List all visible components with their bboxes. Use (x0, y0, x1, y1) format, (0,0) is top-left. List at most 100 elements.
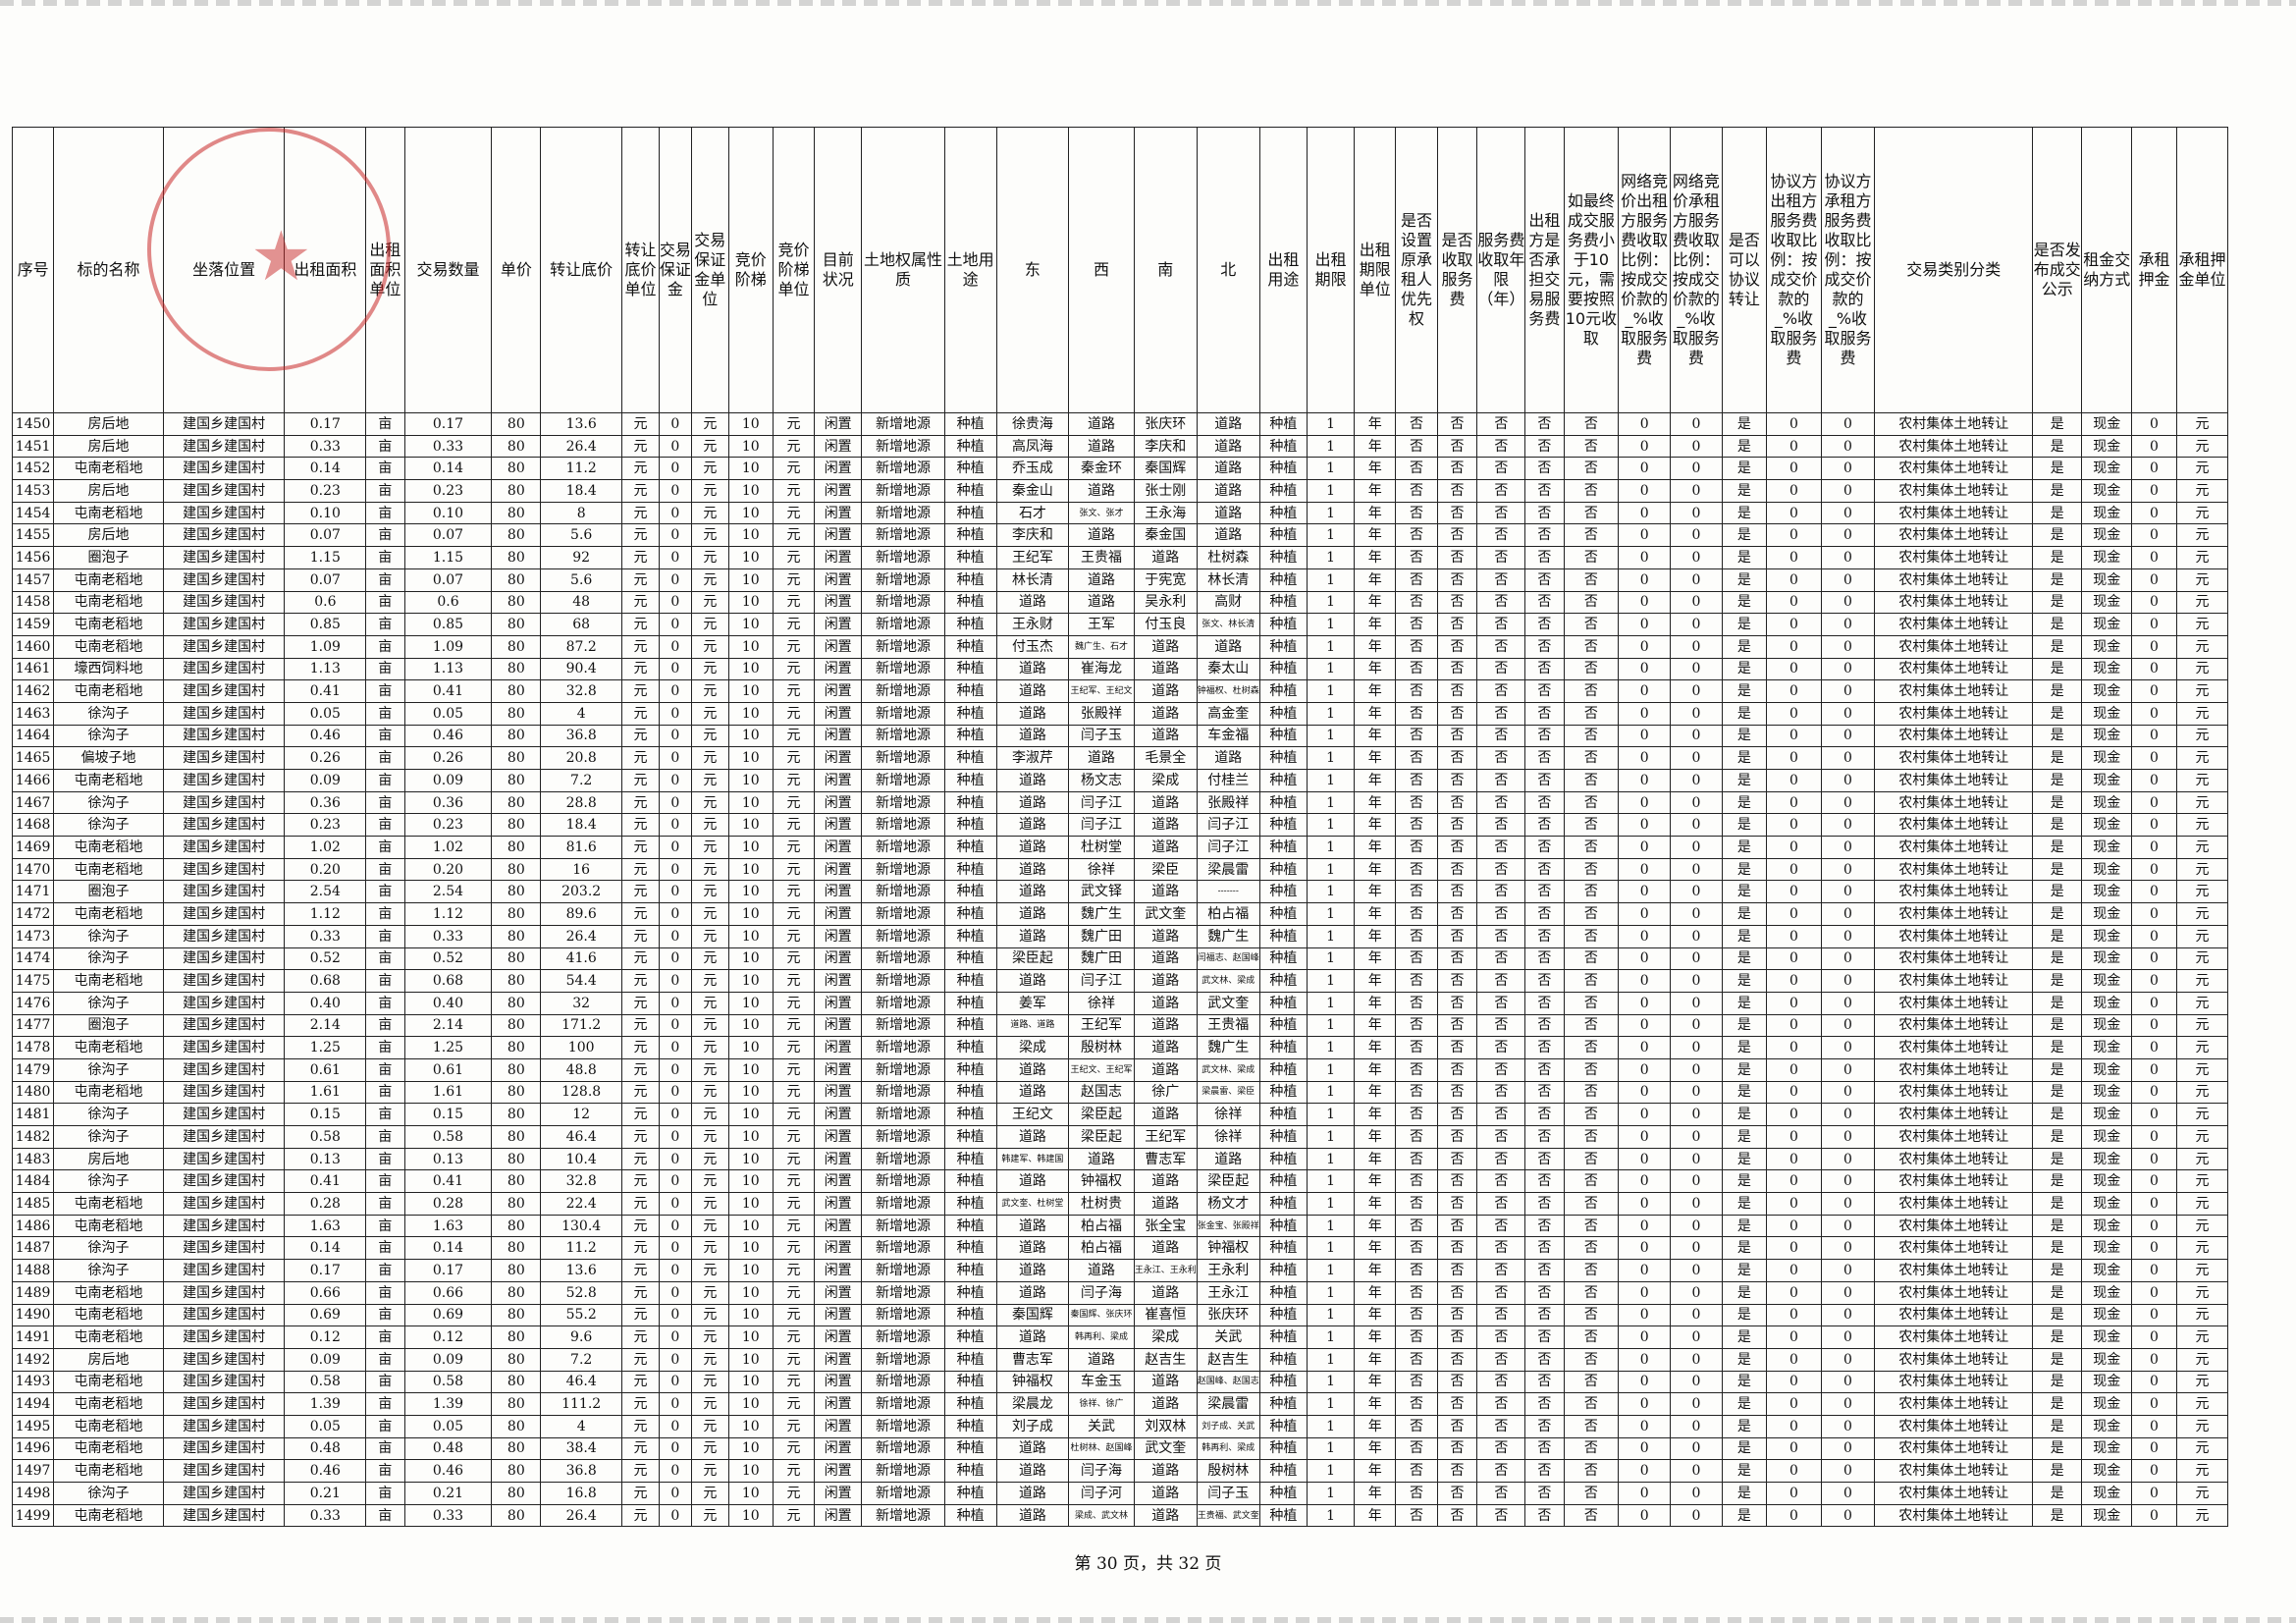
table-cell: 0 (1618, 1236, 1672, 1261)
table-cell: 年 (1354, 701, 1397, 726)
table-cell: 否 (1476, 1482, 1526, 1505)
table-cell: 房后地 (53, 434, 164, 459)
table-cell: 1467 (11, 790, 55, 815)
table-cell: 是 (2032, 546, 2083, 569)
table-cell: 否 (1563, 991, 1620, 1015)
table-cell: 种植 (943, 434, 997, 459)
table-cell: 0 (2131, 880, 2177, 904)
table-cell: 80 (491, 1459, 542, 1483)
table-cell: 王永利 (1196, 1259, 1260, 1282)
table-cell: 徐沟子 (53, 790, 164, 815)
table-cell: 亩 (365, 1482, 405, 1505)
table-cell: 0.17 (284, 412, 367, 436)
table-cell: 1 (1306, 613, 1356, 636)
table-cell: 10 (727, 924, 774, 948)
table-cell: 是 (2032, 969, 2083, 993)
table-cell: 0 (1670, 1303, 1723, 1327)
table-cell: 农村集体土地转让 (1874, 613, 2034, 636)
table-cell: 亩 (365, 1347, 405, 1372)
column-header: 交易数量 (403, 127, 493, 413)
table-cell: 0 (1766, 1214, 1822, 1238)
table-cell: 是 (1721, 1036, 1768, 1059)
table-cell: 0 (1618, 724, 1672, 748)
table-cell: 0.05 (284, 1414, 367, 1438)
column-header: 出租面积单位 (365, 127, 405, 413)
table-row: 1451 房后地 建国乡建国村 0.33 亩 0.33 80 26.4 元 0 元 10 元闲置 新增地源… (11, 434, 2229, 459)
table-cell: 0 (1766, 1192, 1822, 1216)
table-cell: 建国乡建国村 (162, 1103, 286, 1126)
table-cell: 是 (1721, 1503, 1768, 1528)
table-cell: 元 (772, 880, 816, 904)
table-cell: 元 (690, 769, 729, 792)
table-cell: 房后地 (53, 412, 164, 436)
table-cell: 否 (1476, 1370, 1526, 1394)
table-cell: 道路 (1133, 1013, 1198, 1038)
table-cell: 是 (2032, 769, 2083, 792)
table-cell: 年 (1354, 836, 1397, 859)
table-cell: 种植 (943, 546, 997, 569)
table-cell: 1.13 (284, 657, 367, 681)
table-cell: 1 (1306, 1236, 1356, 1261)
table-cell: 0 (1820, 1103, 1876, 1126)
table-cell: 0.68 (284, 969, 367, 993)
table-cell: 新增地源 (861, 634, 945, 659)
table-cell: 元 (2175, 790, 2229, 815)
table-cell: 0.41 (284, 679, 367, 703)
table-cell: 0 (1766, 790, 1822, 815)
table-cell: 否 (1395, 1057, 1438, 1082)
table-cell: 否 (1563, 434, 1620, 459)
table-cell: 元 (690, 1392, 729, 1416)
table-cell: 否 (1476, 813, 1526, 838)
table-cell: 否 (1524, 1192, 1565, 1216)
table-cell: 道路 (1196, 501, 1260, 525)
table-cell: 元 (621, 1236, 660, 1261)
table-cell: 农村集体土地转让 (1874, 412, 2034, 436)
table-cell: 种植 (1258, 1169, 1308, 1194)
table-cell: 张文、林长清 (1196, 613, 1260, 636)
table-cell: 现金 (2081, 1503, 2133, 1528)
table-cell: 80 (491, 947, 542, 971)
table-cell: 新增地源 (861, 412, 945, 436)
table-cell: 新增地源 (861, 1259, 945, 1282)
table-row: 1496 屯南老稻地 建国乡建国村 0.48 亩 0.48 80 38.4 元 0 元 10 元闲置 新增… (11, 1436, 2229, 1461)
table-cell: 1 (1306, 1259, 1356, 1282)
table-cell: 68 (540, 613, 623, 636)
table-cell: 0 (1766, 947, 1822, 971)
table-cell: 否 (1436, 701, 1478, 726)
table-cell: 元 (772, 1303, 816, 1327)
table-cell: 0 (658, 746, 692, 770)
table-cell: 1470 (11, 857, 55, 882)
table-cell: 道路 (1133, 724, 1198, 748)
table-cell: 柏占福 (1068, 1214, 1135, 1238)
table-cell: 1497 (11, 1459, 55, 1483)
table-row: 1481 徐沟子 建国乡建国村 0.15 亩 0.15 80 12 元 0 元 10 元闲置 新增地源 种植… (11, 1103, 2229, 1126)
table-cell: 80 (491, 568, 542, 592)
table-cell: 现金 (2081, 1192, 2133, 1216)
table-cell: 道路 (995, 902, 1070, 926)
table-cell: 农村集体土地转让 (1874, 1436, 2034, 1461)
table-cell: 是 (1721, 1303, 1768, 1327)
table-cell: 种植 (1258, 701, 1308, 726)
table-cell: 元 (772, 1459, 816, 1483)
table-cell: 0 (1670, 568, 1723, 592)
table-cell: 武文奎 (1133, 1436, 1198, 1461)
table-cell: 现金 (2081, 546, 2133, 569)
table-cell: 亩 (365, 924, 405, 948)
table-cell: 否 (1476, 902, 1526, 926)
table-cell: 46.4 (540, 1370, 623, 1394)
table-cell: 0 (1670, 434, 1723, 459)
table-cell: 亩 (365, 1103, 405, 1126)
table-cell: 农村集体土地转让 (1874, 546, 2034, 569)
table-cell: 道路 (1196, 634, 1260, 659)
table-cell: 农村集体土地转让 (1874, 880, 2034, 904)
table-cell: 高财 (1196, 590, 1260, 615)
table-cell: 0 (1670, 1259, 1723, 1282)
table-cell: 0 (1820, 1280, 1876, 1305)
table-cell: 否 (1395, 724, 1438, 748)
table-cell: 闲置 (814, 1370, 863, 1394)
table-cell: 车金玉 (1068, 1370, 1135, 1394)
table-cell: 0 (1618, 880, 1672, 904)
table-cell: 0 (1820, 790, 1876, 815)
table-cell: 0 (1670, 724, 1723, 748)
table-cell: 否 (1395, 1259, 1438, 1282)
